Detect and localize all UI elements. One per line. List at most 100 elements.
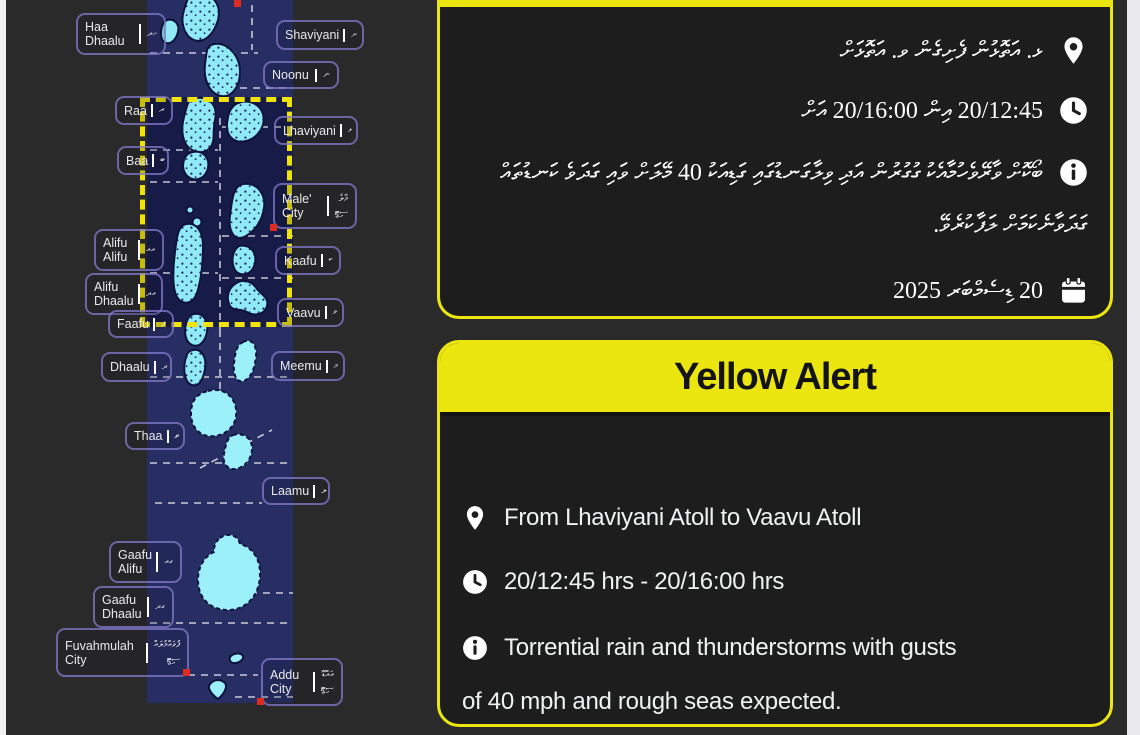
english-info-row: Torrential rain and thunderstorms with g… xyxy=(462,621,1088,724)
dhivehi-location-row: ޅ. އަތޮޅުން ފެށިގެން ވ. އަތޮޅަށް xyxy=(462,25,1088,77)
atoll-label-dhaalu: Dhaalu ދ xyxy=(101,352,172,382)
alert-title: Yellow Alert xyxy=(674,356,877,398)
atoll-name-english: Alifu Alifu xyxy=(103,236,128,264)
label-divider xyxy=(138,24,141,44)
label-divider xyxy=(137,284,140,304)
atoll-name-dhivehi: ގއ xyxy=(164,555,173,567)
label-divider xyxy=(339,124,342,137)
atoll-name-dhivehi: ގދ xyxy=(155,600,165,612)
dhivehi-location-text: ޅ. އަތޮޅުން ފެށިގެން ވ. އަތޮޅަށް xyxy=(839,38,1043,64)
atoll-label-faafu: Faafu ފ xyxy=(108,310,174,338)
atoll-name-dhivehi: އައްޑޫ ސިޓީ xyxy=(320,668,334,694)
label-divider xyxy=(138,240,141,260)
dhivehi-date-text: 20 ޑިސެމްބަރ 2025 xyxy=(892,278,1043,304)
atoll-label-gaafu-alifu: Gaafu Alifu ގއ xyxy=(109,541,182,583)
atoll-label-meemu: Meemu މ xyxy=(271,351,345,381)
english-info-line1: Torrential rain and thunderstorms with g… xyxy=(504,634,957,661)
clock-icon xyxy=(462,569,488,595)
atoll-name-english: Laamu xyxy=(271,484,310,498)
english-alert-panel: Yellow Alert From Lhaviyani Atoll to Vaa… xyxy=(437,340,1113,727)
atoll-label-haa-dhaalu: Haa Dhaalu ހދ xyxy=(76,13,166,55)
atoll-name-dhivehi: ރ xyxy=(158,104,165,116)
atoll-name-english: Lhaviyani xyxy=(283,123,336,138)
atoll-name-english: Dhaalu xyxy=(110,360,150,374)
label-divider xyxy=(156,552,159,572)
page-edge-right xyxy=(1127,0,1140,735)
label-divider xyxy=(152,317,155,331)
atoll-name-english: Vaavu xyxy=(286,305,321,320)
atoll-label-thaa: Thaa ތ xyxy=(125,422,185,450)
info-icon xyxy=(462,635,488,661)
atoll-name-english: Meemu xyxy=(280,359,322,373)
label-divider xyxy=(324,306,327,319)
yellow-alert-header: Yellow Alert xyxy=(440,343,1110,416)
atoll-name-english: Faafu xyxy=(117,317,149,331)
page-edge-left xyxy=(0,0,6,735)
english-info-line2: of 40 mph and rough seas expected. xyxy=(462,688,842,715)
location-pin-icon xyxy=(462,505,488,531)
info-icon xyxy=(1059,158,1088,187)
atoll-name-dhivehi: މ xyxy=(333,359,338,371)
calendar-icon xyxy=(1059,276,1088,305)
atoll-name-dhivehi: ފުވައްމުލައް ސިޓީ xyxy=(153,639,180,665)
atoll-name-english: Noonu xyxy=(272,68,309,82)
label-divider xyxy=(326,196,329,216)
english-location-row: From Lhaviyani Atoll to Vaavu Atoll xyxy=(462,491,1088,545)
atoll-label-shaviyani: Shaviyani ށ xyxy=(276,20,364,50)
label-divider xyxy=(145,642,148,663)
alert-area-dashed-box xyxy=(140,97,292,327)
label-divider xyxy=(166,429,169,443)
atoll-name-english: Thaa xyxy=(134,429,163,443)
atoll-name-english: Gaafu Dhaalu xyxy=(102,593,142,621)
atoll-name-english: Alifu Dhaalu xyxy=(94,280,134,308)
atoll-name-dhivehi: ނ xyxy=(323,68,330,80)
atoll-name-dhivehi: ދ xyxy=(161,360,168,372)
atoll-label-laamu: Laamu ލ xyxy=(262,477,330,505)
atoll-name-dhivehi: ލ xyxy=(321,484,327,496)
atoll-name-english: Male' City xyxy=(282,192,312,220)
atoll-name-dhivehi: ފ xyxy=(160,317,166,329)
dhivehi-date-row: 20 ޑިސެމްބަރ 2025 xyxy=(462,265,1088,317)
atoll-name-english: Kaafu xyxy=(284,253,317,268)
atoll-label-fuvahmulah-city: Fuvahmulah City ފުވައްމުލައް ސިޓީ xyxy=(56,628,189,677)
dhivehi-alert-panel: ޅ. އަތޮޅުން ފެށިގެން ވ. އަތޮޅަށް 20/12:4… xyxy=(437,0,1113,319)
atoll-label-baa: Baa ބ xyxy=(117,146,169,175)
atoll-label-lhaviyani: Lhaviyani ޅ xyxy=(274,116,358,145)
label-divider xyxy=(343,28,346,42)
atoll-name-dhivehi: ޅ xyxy=(347,124,353,136)
atoll-label-addu-city: Addu City އައްޑޫ ސިޓީ xyxy=(261,658,343,706)
label-divider xyxy=(312,672,315,692)
atoll-name-dhivehi: ތ xyxy=(174,429,180,441)
label-divider xyxy=(313,484,316,498)
city-marker xyxy=(270,224,277,231)
dhivehi-info-row: ބޯކޮށް ވާރޭވެހުމާއެކު ގުގުރުން އަދި ވިލާ… xyxy=(462,147,1088,251)
atoll-label-alifu-dhaalu: Alifu Dhaalu އދ xyxy=(85,273,163,315)
atoll-label-noonu: Noonu ނ xyxy=(263,61,339,89)
atoll-label-kaafu: Kaafu ކ xyxy=(275,246,341,275)
atoll-name-dhivehi: ވ xyxy=(332,306,338,318)
city-marker xyxy=(183,669,190,676)
clock-icon xyxy=(1059,96,1088,125)
label-divider xyxy=(325,359,328,373)
atoll-label-male-city: Male' City މާލެ ސިޓީ xyxy=(273,183,357,229)
dhivehi-info-text: ބޯކޮށް ވާރޭވެހުމާއެކު ގުގުރުން އަދި ވިލާ… xyxy=(500,160,1088,238)
english-time-text: 20/12:45 hrs - 20/16:00 hrs xyxy=(504,568,785,595)
label-divider xyxy=(147,597,150,617)
atoll-name-dhivehi: ހދ xyxy=(146,27,157,39)
atoll-name-dhivehi: ކ xyxy=(328,254,333,266)
atoll-name-dhivehi: އއ xyxy=(146,243,155,255)
label-divider xyxy=(150,104,153,117)
atoll-name-english: Shaviyani xyxy=(285,28,340,42)
atoll-name-dhivehi: އދ xyxy=(145,287,156,299)
atoll-label-alifu-alifu: Alifu Alifu އއ xyxy=(94,229,164,271)
label-divider xyxy=(315,68,318,82)
label-divider xyxy=(153,360,156,374)
atoll-name-english: Raa xyxy=(124,103,147,118)
atoll-name-english: Haa Dhaalu xyxy=(85,20,125,48)
atoll-label-gaafu-dhaalu: Gaafu Dhaalu ގދ xyxy=(93,586,174,628)
atoll-name-english: Baa xyxy=(126,153,149,168)
atoll-name-dhivehi: ބ xyxy=(160,154,165,166)
location-pin-icon xyxy=(1059,36,1088,65)
english-location-text: From Lhaviyani Atoll to Vaavu Atoll xyxy=(504,504,862,531)
